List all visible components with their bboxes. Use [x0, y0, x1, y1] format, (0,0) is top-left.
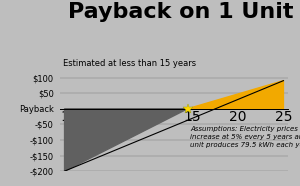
Polygon shape [188, 81, 284, 109]
Text: Payback on 1 Unit: Payback on 1 Unit [68, 2, 294, 22]
Polygon shape [64, 109, 188, 171]
Text: Assumptions: Electricity prices
increase at 5% every 5 years and each
unit produ: Assumptions: Electricity prices increase… [190, 126, 300, 148]
Text: Estimated at less than 15 years: Estimated at less than 15 years [63, 59, 196, 68]
